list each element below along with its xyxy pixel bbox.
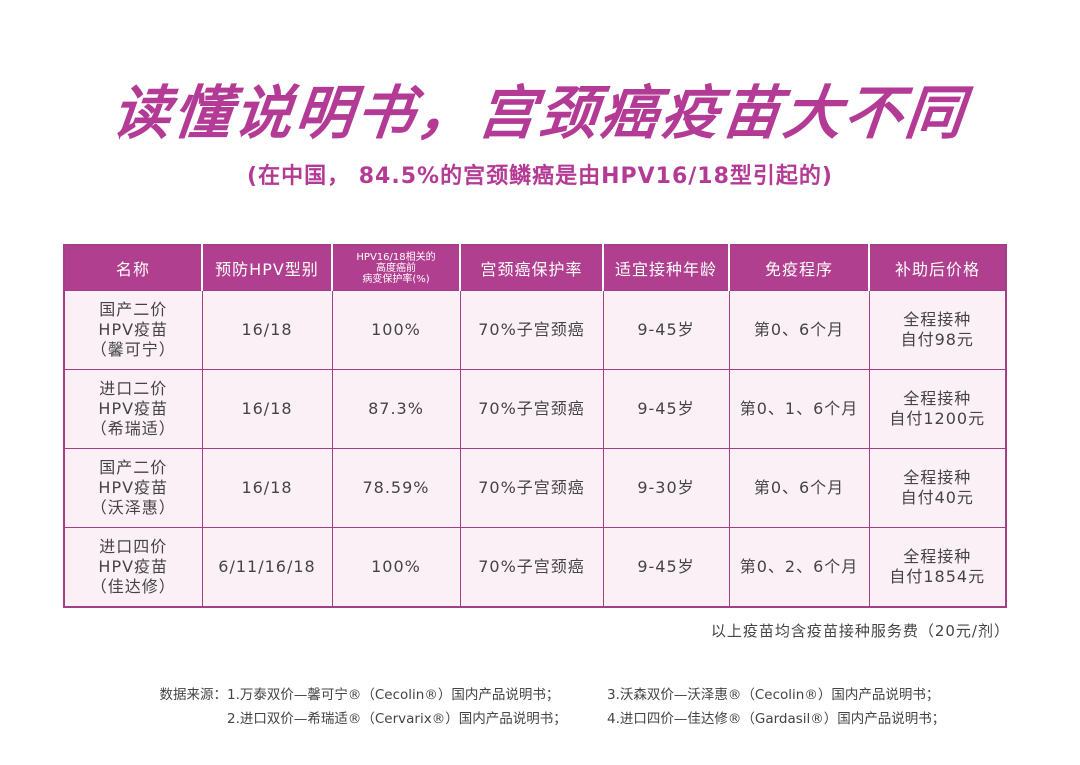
header-precancer-rate: HPV16/18相关的 高度癌前 病变保护率(%) [331,245,460,291]
age-range: 9-30岁 [602,448,730,528]
price: 全程接种 自付98元 [868,290,1007,370]
data-sources: 数据来源： 1.万泰双价—馨可宁®（Cecolin®）国内产品说明书； 3.沃森… [143,683,1043,731]
hpv-types: 16/18 [201,448,333,528]
vaccine-name: 进口二价 HPV疫苗 （希瑞适） [63,369,203,449]
sources-row-1: 数据来源： 1.万泰双价—馨可宁®（Cecolin®）国内产品说明书； 3.沃森… [143,683,1043,707]
header-age: 适宜接种年龄 [602,245,729,291]
schedule: 第0、2、6个月 [728,527,870,608]
hpv-types: 16/18 [201,290,333,370]
age-range: 9-45岁 [602,290,730,370]
schedule: 第0、6个月 [728,290,870,370]
source-item-3: 3.沃森双价—沃泽惠®（Cecolin®）国内产品说明书； [607,687,940,703]
table-row: 国产二价 HPV疫苗 （沃泽惠） 16/18 78.59% 70%子宫颈癌 9-… [63,448,1007,528]
precancer-rate: 78.59% [331,448,461,528]
cervical-rate: 70%子宫颈癌 [459,369,604,449]
schedule: 第0、6个月 [728,448,870,528]
age-range: 9-45岁 [602,527,730,608]
table-row: 国产二价 HPV疫苗 （馨可宁） 16/18 100% 70%子宫颈癌 9-45… [63,290,1007,370]
table-row: 进口四价 HPV疫苗 （佳达修） 6/11/16/18 100% 70%子宫颈癌… [63,527,1007,608]
source-item-2: 2.进口双价—希瑞适®（Cervarix®）国内产品说明书； [227,711,567,727]
vaccine-name: 进口四价 HPV疫苗 （佳达修） [63,527,203,608]
vaccine-comparison-table: 名称 预防HPV型别 HPV16/18相关的 高度癌前 病变保护率(%) 宫颈癌… [63,244,1007,608]
header-cervical-rate: 宫颈癌保护率 [459,245,603,291]
precancer-rate: 100% [331,527,461,608]
cervical-rate: 70%子宫颈癌 [459,448,604,528]
page-subtitle: (在中国， 84.5%的宫颈鳞癌是由HPV16/18型引起的) [247,164,833,189]
schedule: 第0、1、6个月 [728,369,870,449]
hpv-types: 6/11/16/18 [201,527,333,608]
source-item-1: 1.万泰双价—馨可宁®（Cecolin®）国内产品说明书； [227,687,560,703]
hpv-types: 16/18 [201,369,333,449]
service-fee-note: 以上疫苗均含疫苗接种服务费（20元/剂） [710,622,1010,640]
table-row: 进口二价 HPV疫苗 （希瑞适） 16/18 87.3% 70%子宫颈癌 9-4… [63,369,1007,449]
sources-row-2: 2.进口双价—希瑞适®（Cervarix®）国内产品说明书； 4.进口四价—佳达… [143,707,1043,731]
source-item-4: 4.进口四价—佳达修®（Gardasil®）国内产品说明书； [607,711,946,727]
cervical-rate: 70%子宫颈癌 [459,527,604,608]
sources-label: 数据来源： [159,687,228,703]
header-price: 补助后价格 [868,245,1006,291]
page-title: 读懂说明书，宫颈癌疫苗大不同 [108,79,971,147]
vaccine-name: 国产二价 HPV疫苗 （沃泽惠） [63,448,203,528]
price: 全程接种 自付40元 [868,448,1007,528]
price: 全程接种 自付1854元 [868,527,1007,608]
header-name: 名称 [64,245,202,291]
cervical-rate: 70%子宫颈癌 [459,290,604,370]
header-hpv-types: 预防HPV型别 [201,245,332,291]
price: 全程接种 自付1200元 [868,369,1007,449]
table-header-row: 名称 预防HPV型别 HPV16/18相关的 高度癌前 病变保护率(%) 宫颈癌… [64,245,1006,291]
precancer-rate: 100% [331,290,461,370]
header-schedule: 免疫程序 [728,245,869,291]
precancer-rate: 87.3% [331,369,461,449]
age-range: 9-45岁 [602,369,730,449]
vaccine-name: 国产二价 HPV疫苗 （馨可宁） [63,290,203,370]
